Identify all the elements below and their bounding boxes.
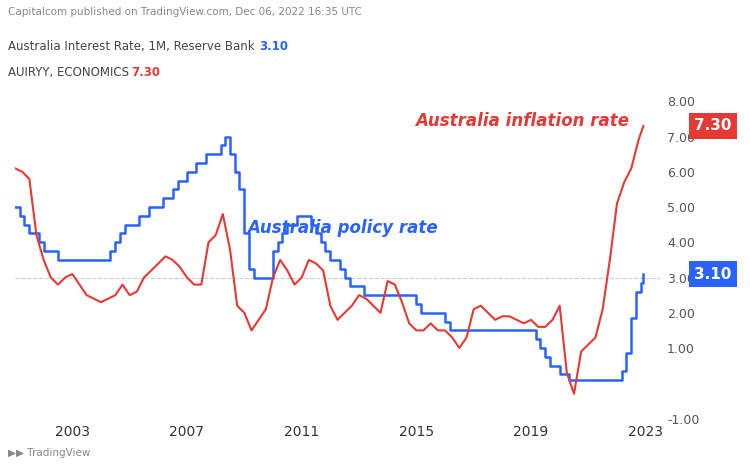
Text: Australia policy rate: Australia policy rate [248, 219, 438, 237]
Text: ▶▶ TradingView: ▶▶ TradingView [8, 448, 90, 458]
Text: 7.30: 7.30 [131, 66, 160, 79]
Text: 7.30: 7.30 [694, 119, 731, 133]
Text: Australia Interest Rate, 1M, Reserve Bank: Australia Interest Rate, 1M, Reserve Ban… [8, 40, 262, 53]
Text: AUIRYY, ECONOMICS: AUIRYY, ECONOMICS [8, 66, 136, 79]
Text: Capitalcom published on TradingView.com, Dec 06, 2022 16:35 UTC: Capitalcom published on TradingView.com,… [8, 7, 362, 17]
Text: 3.10: 3.10 [694, 266, 731, 281]
Text: Australia inflation rate: Australia inflation rate [415, 112, 629, 130]
Text: 3.10: 3.10 [259, 40, 288, 53]
